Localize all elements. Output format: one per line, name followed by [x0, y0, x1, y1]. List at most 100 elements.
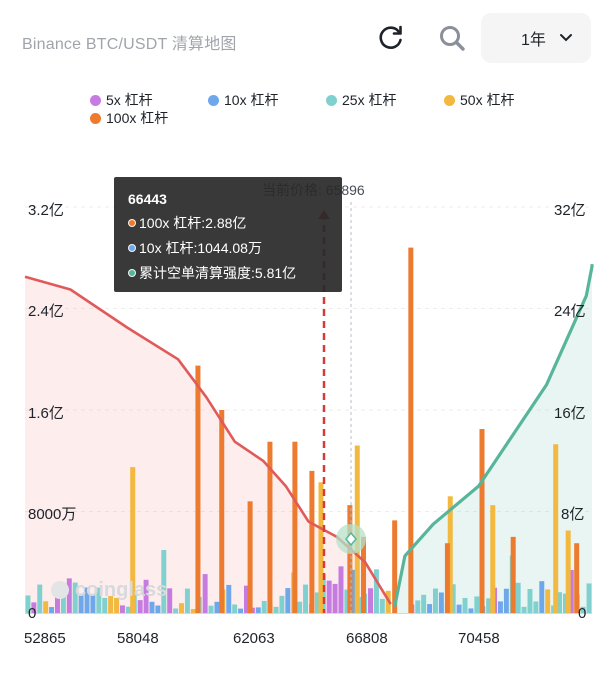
- small-bar: [108, 596, 114, 613]
- x-tick: 66808: [346, 630, 388, 647]
- y-tick-left: 8000万: [28, 506, 77, 523]
- y-tick-right: 0: [578, 605, 587, 622]
- bar-50x: [490, 505, 496, 613]
- legend-item-5x[interactable]: 5x 杠杆: [90, 90, 153, 110]
- x-tick: 58048: [117, 630, 159, 647]
- bar-100x: [267, 441, 273, 613]
- x-tick: 70458: [458, 630, 500, 647]
- small-bar: [373, 569, 379, 613]
- small-bar: [84, 587, 90, 613]
- small-bar: [486, 598, 492, 613]
- small-bar: [421, 594, 427, 613]
- small-bar: [503, 588, 509, 613]
- small-bar: [586, 583, 592, 613]
- small-bar: [43, 601, 49, 613]
- legend-label: 100x 杠杆: [106, 110, 169, 126]
- small-bar: [31, 602, 37, 613]
- legend-label: 10x 杠杆: [224, 92, 279, 108]
- small-bar: [527, 588, 533, 613]
- hover-point-marker: [345, 531, 357, 547]
- small-bar: [285, 588, 291, 613]
- small-bar: [433, 588, 438, 613]
- bar-50x: [447, 496, 453, 613]
- small-bar: [37, 584, 43, 613]
- y-tick-right: 16亿: [554, 405, 586, 422]
- small-bar: [456, 604, 462, 613]
- small-bar: [190, 608, 196, 613]
- small-bar: [25, 595, 31, 613]
- small-bar: [60, 595, 66, 613]
- bar-100x: [574, 543, 580, 613]
- x-tick: 52865: [24, 630, 66, 647]
- small-bar: [580, 606, 586, 613]
- x-tick: 62063: [233, 630, 275, 647]
- bar-100x: [347, 505, 353, 613]
- small-bar: [161, 549, 167, 613]
- tooltip-row-text: 累计空单清算强度:5.81亿: [139, 265, 297, 281]
- y-tick-left: 2.4亿: [28, 303, 64, 320]
- small-bar: [143, 579, 149, 613]
- legend-item-50x[interactable]: 50x 杠杆: [444, 90, 514, 110]
- bar-100x: [247, 501, 253, 613]
- small-bar: [297, 601, 303, 613]
- small-bar: [149, 601, 155, 613]
- bar-100x: [292, 441, 298, 613]
- bar-100x: [444, 543, 450, 613]
- tooltip-row-text: 100x 杠杆:2.88亿: [139, 215, 247, 231]
- legend-dot: [444, 94, 455, 106]
- small-bar: [521, 606, 527, 613]
- y-tick-right: 24亿: [554, 303, 586, 320]
- small-bar: [125, 606, 131, 613]
- small-bar: [102, 597, 108, 613]
- small-bar: [279, 595, 285, 613]
- tooltip-dot: [128, 219, 136, 227]
- small-bar: [273, 606, 279, 613]
- legend-item-25x[interactable]: 25x 杠杆: [326, 90, 396, 110]
- small-bar: [468, 608, 474, 613]
- y-tick-left: 0: [28, 605, 37, 622]
- small-bar: [155, 605, 161, 613]
- watermark: coinglass: [75, 579, 167, 601]
- period-select[interactable]: 1年: [481, 13, 591, 63]
- small-bar: [474, 596, 480, 613]
- legend-label: 5x 杠杆: [106, 92, 153, 108]
- small-bar: [515, 582, 521, 613]
- small-bar: [114, 597, 120, 613]
- tooltip-dot: [128, 269, 136, 277]
- legend-item-100x[interactable]: 100x 杠杆: [90, 108, 168, 128]
- short-cumulative-area: [394, 264, 592, 613]
- small-bar: [557, 592, 562, 613]
- bar-100x: [219, 410, 225, 613]
- bar-100x: [479, 429, 485, 613]
- small-bar: [66, 578, 72, 613]
- tooltip-dot: [128, 244, 136, 252]
- y-tick-right: 32亿: [554, 202, 586, 219]
- small-bar: [184, 588, 190, 613]
- legend-item-10x[interactable]: 10x 杠杆: [208, 90, 278, 110]
- refresh-icon[interactable]: [375, 22, 407, 54]
- bar-100x: [510, 536, 516, 613]
- small-bar: [562, 593, 568, 613]
- small-bar: [539, 581, 545, 613]
- tooltip-row-cumulative: 累计空单清算强度:5.81亿: [128, 263, 328, 283]
- small-bar: [226, 584, 232, 613]
- bar-50x: [565, 530, 571, 613]
- search-icon[interactable]: [436, 22, 468, 54]
- legend-label: 50x 杠杆: [460, 92, 515, 108]
- small-bar: [202, 574, 208, 613]
- legend-dot: [90, 94, 101, 106]
- tooltip-row-10x: 10x 杠杆:1044.08万: [128, 238, 328, 258]
- small-bar: [533, 601, 539, 613]
- small-bar: [368, 588, 373, 613]
- small-bar: [214, 601, 220, 613]
- small-bar: [179, 603, 184, 613]
- small-bar: [545, 589, 551, 613]
- small-bar: [332, 583, 338, 613]
- small-bar: [244, 585, 249, 613]
- small-bar: [338, 566, 344, 613]
- small-bar: [326, 580, 332, 613]
- page-title: Binance BTC/USDT 清算地图: [22, 36, 237, 53]
- small-bar: [137, 600, 143, 613]
- small-bar: [450, 584, 456, 613]
